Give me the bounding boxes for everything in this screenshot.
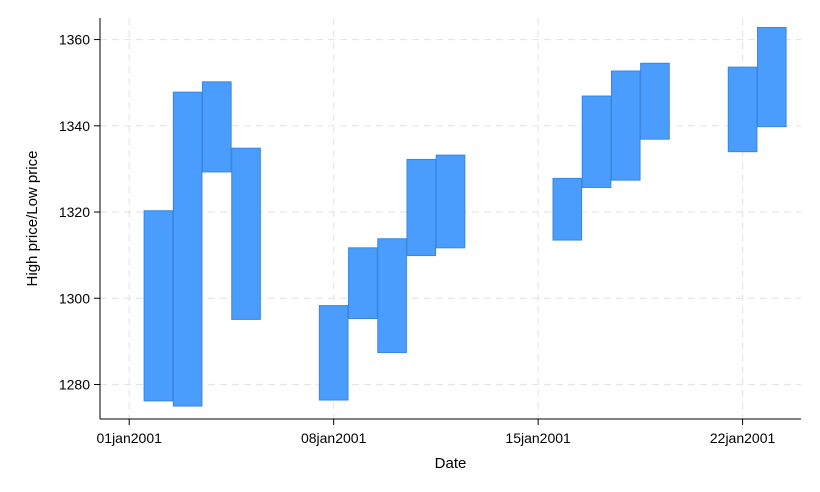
range-bar	[756, 26, 787, 128]
x-tick-label: 22jan2001	[710, 430, 776, 446]
range-bar	[435, 154, 466, 249]
range-bar	[318, 305, 349, 401]
y-tick-label: 1300	[59, 290, 90, 306]
range-bar	[552, 177, 583, 241]
range-bar	[610, 70, 641, 181]
x-tick-label: 01jan2001	[97, 430, 163, 446]
range-bar	[348, 247, 378, 320]
x-tick-label: 08jan2001	[301, 430, 367, 446]
range-bar	[727, 66, 758, 153]
y-tick-label: 1280	[59, 377, 90, 393]
x-tick-label: 15jan2001	[505, 430, 571, 446]
range-bar	[406, 158, 437, 257]
y-ticks: 1280 1300 1320 1340 1360	[59, 32, 100, 393]
x-ticks: 01jan2001 08jan2001 15jan2001 22jan2001	[97, 419, 776, 446]
range-bar	[231, 147, 261, 320]
y-axis-title: High price/Low price	[24, 151, 41, 287]
axes: 1280 1300 1320 1340 1360 01jan2001 08jan2001 1…	[59, 18, 801, 446]
range-bar	[581, 95, 612, 188]
y-tick-label: 1360	[59, 32, 90, 48]
x-axis-title: Date	[435, 455, 467, 472]
y-tick-label: 1320	[59, 204, 90, 220]
range-bar	[377, 238, 407, 354]
range-bar	[640, 62, 670, 140]
y-tick-label: 1340	[59, 118, 90, 134]
range-bar	[202, 81, 232, 173]
bars	[143, 26, 787, 407]
range-bar	[143, 210, 174, 402]
range-bar	[172, 91, 203, 407]
